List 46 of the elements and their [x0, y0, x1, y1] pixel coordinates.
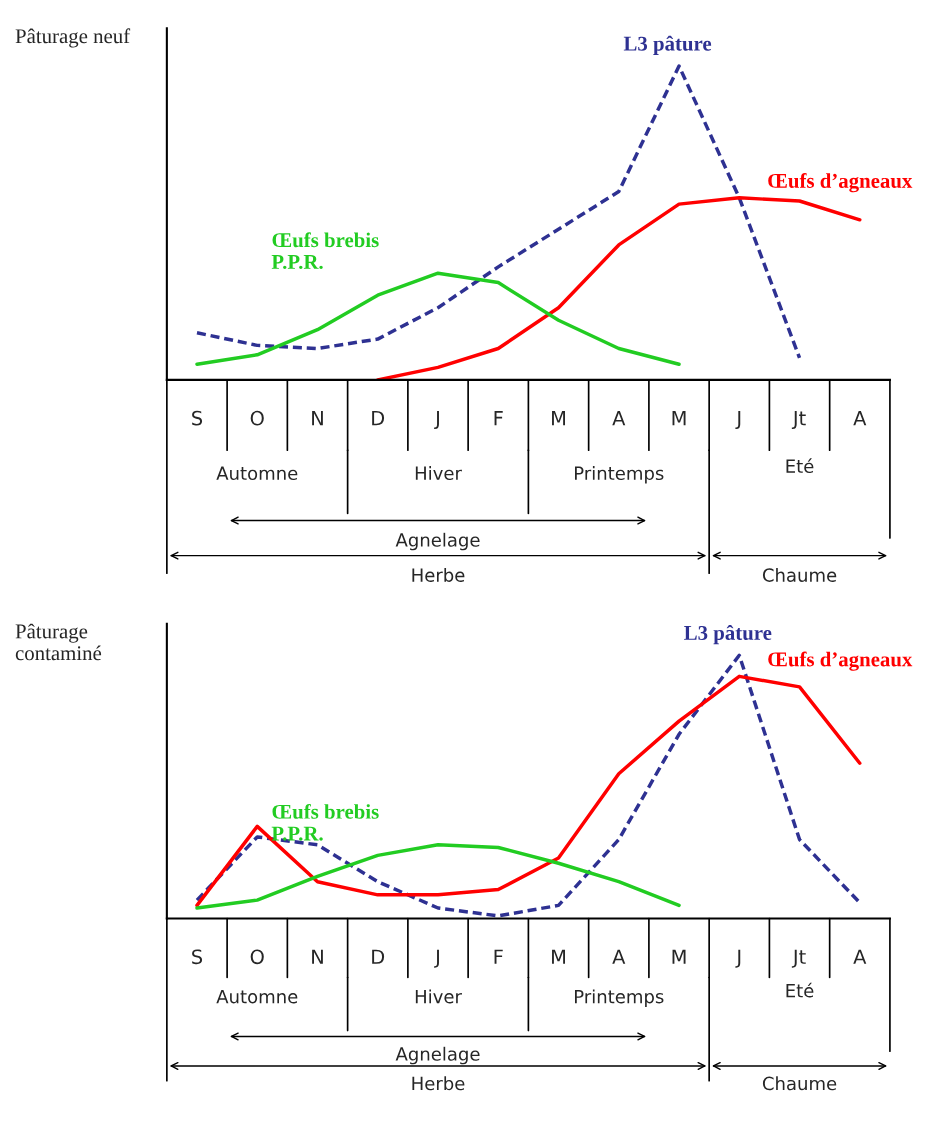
x-tick-label: Jt	[791, 411, 806, 430]
text: Automne	[216, 466, 298, 481]
x-tick-label: A	[853, 411, 867, 426]
text: Agnelage	[395, 532, 480, 551]
text: Agnelage	[395, 1046, 480, 1065]
x-tick-label: F	[494, 949, 503, 964]
text: Chaume	[762, 1076, 837, 1091]
series-label: Œufs d’agneaux	[768, 651, 913, 671]
x-tick-label: M	[672, 411, 686, 426]
series-label: Œufs brebis P.P.R.	[271, 232, 379, 270]
series-label: L3 pâture	[623, 35, 712, 55]
text: Eté	[786, 982, 814, 998]
series-label: L3 pâture	[684, 625, 772, 645]
text: Printemps	[575, 989, 664, 1007]
x-tick-label: S	[192, 949, 203, 965]
x-tick-label: A	[612, 949, 626, 964]
text: Automne	[216, 989, 298, 1004]
x-tick-label: A	[612, 411, 626, 426]
x-tick-label: N	[312, 411, 323, 426]
x-tick-label: O	[250, 410, 264, 426]
text: Herbe	[412, 1076, 465, 1091]
x-tick-label: M	[552, 949, 566, 964]
x-tick-label: O	[250, 949, 264, 965]
x-tick-label: Jt	[791, 949, 806, 968]
x-tick-label: D	[372, 411, 385, 426]
y-axis-title: Pâturage contaminé	[15, 623, 102, 661]
text: Hiver	[415, 466, 462, 481]
x-tick-label: J	[735, 949, 741, 968]
x-tick-label: N	[312, 949, 323, 964]
text: Hiver	[415, 989, 462, 1004]
y-axis-title: Pâturage neuf	[15, 28, 131, 48]
text: Printemps	[575, 466, 664, 484]
x-tick-label: J	[434, 411, 439, 430]
x-tick-label: J	[434, 949, 439, 968]
x-tick-label: A	[853, 949, 867, 964]
x-tick-label: J	[735, 411, 741, 430]
series-label: Œufs brebis P.P.R.	[271, 803, 379, 841]
x-tick-label: D	[372, 949, 385, 964]
x-tick-label: F	[494, 411, 503, 426]
x-tick-label: M	[552, 411, 566, 426]
text: Herbe	[412, 567, 465, 582]
x-tick-label: M	[672, 949, 686, 964]
x-tick-label: S	[192, 410, 203, 426]
series-label: Œufs d’agneaux	[768, 173, 913, 193]
text: Chaume	[762, 567, 837, 582]
text: Eté	[786, 458, 814, 474]
